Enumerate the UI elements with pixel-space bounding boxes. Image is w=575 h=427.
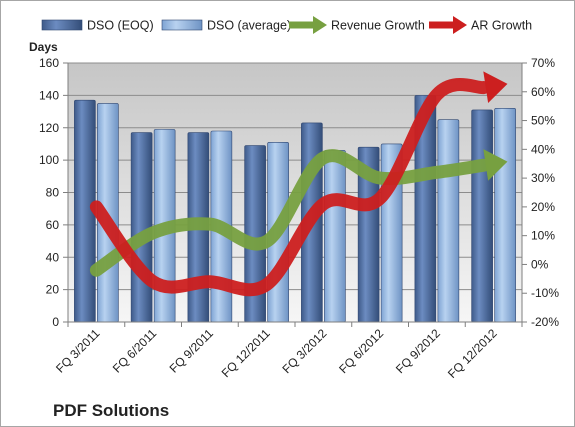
y-tick-label: 100 — [39, 153, 59, 167]
y2-tick-label: -10% — [531, 286, 559, 300]
bar-dso-average- — [324, 150, 346, 323]
revenue-growth-line — [89, 149, 491, 277]
y2-tick-label: 70% — [531, 56, 555, 70]
y-tick-label: 60 — [46, 218, 60, 232]
y-tick-label: 20 — [46, 283, 60, 297]
legend-arrow-ar-growth — [453, 16, 467, 34]
bar-dso-average- — [437, 119, 460, 323]
ar-growth-arrowhead — [483, 71, 508, 104]
left-axis-ticks: 0 20 40 60 80 100 120 140 160 — [39, 56, 68, 329]
x-tick-label: FQ 6/2012 — [336, 326, 386, 376]
bar-dso-average- — [494, 108, 516, 323]
y-tick-label: 160 — [39, 56, 59, 70]
ar-growth-line — [89, 78, 491, 297]
legend-label-ar-growth: AR Growth — [471, 19, 532, 33]
y-tick-label: 120 — [39, 121, 59, 135]
y-tick-label: 40 — [46, 250, 60, 264]
x-tick-label: FQ 12/2011 — [219, 326, 273, 380]
right-axis-ticks: -20% -10% 0% 10% 20% 30% 40% 50% 60% 70% — [522, 56, 559, 329]
y-axis-label: Days — [29, 40, 58, 54]
y2-tick-label: 20% — [531, 200, 555, 214]
x-tick-label: FQ 9/2012 — [393, 326, 443, 376]
y-tick-label: 0 — [52, 315, 59, 329]
y2-tick-label: 0% — [531, 257, 549, 271]
y2-tick-label: 30% — [531, 171, 555, 185]
x-tick-label: FQ 6/2011 — [110, 326, 160, 376]
legend-arrow-revenue-growth — [313, 16, 327, 34]
x-axis-ticks: FQ 3/2011 FQ 6/2011 FQ 9/2011 FQ 12/2011 FQ … — [53, 322, 523, 381]
y-tick-label: 140 — [39, 88, 59, 102]
revenue-growth-arrowhead — [483, 149, 508, 181]
legend-swatch-dso-eoq- — [41, 19, 83, 31]
legend: DSO (EOQ) DSO (average) Revenue Growth AR G… — [41, 16, 532, 34]
y2-tick-label: 10% — [531, 229, 555, 243]
x-tick-label: FQ 3/2012 — [280, 326, 330, 376]
growth-lines — [89, 71, 508, 297]
legend-label-dso-average-: DSO (average) — [207, 19, 291, 33]
x-tick-label: FQ 3/2011 — [53, 326, 103, 376]
y2-tick-label: -20% — [531, 315, 559, 329]
x-tick-label: FQ 12/2012 — [445, 326, 500, 381]
chart-caption: PDF Solutions — [53, 401, 169, 420]
y-tick-label: 80 — [46, 186, 60, 200]
x-tick-label: FQ 9/2011 — [167, 326, 217, 376]
bar-dso-eoq- — [130, 132, 153, 323]
y2-tick-label: 50% — [531, 114, 555, 128]
bar-dso-eoq- — [471, 109, 493, 323]
legend-label-revenue-growth: Revenue Growth — [331, 19, 425, 33]
legend-swatch-dso-average- — [161, 19, 203, 31]
y2-tick-label: 60% — [531, 85, 555, 99]
y2-tick-label: 40% — [531, 142, 555, 156]
legend-label-dso-eoq-: DSO (EOQ) — [87, 19, 154, 33]
